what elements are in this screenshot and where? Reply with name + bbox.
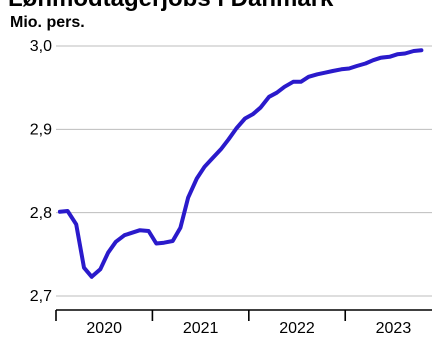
y-tick-label-1: 2,8 [30,205,52,222]
x-tick-label-2021: 2021 [183,320,219,337]
y-axis-unit-label: Mio. pers. [10,14,85,31]
y-tick-label-3: 3,0 [30,38,52,55]
x-tick-label-2022: 2022 [279,320,315,337]
gridlines [56,45,432,297]
x-axis-ticks: 2020 2021 2022 2023 [55,310,412,337]
series-lines [57,48,424,279]
series-line-0 [57,48,424,279]
x-tick-label-2023: 2023 [376,320,412,337]
y-tick-label-2: 2,9 [30,122,52,139]
chart-title: Lønmodtagerjobs i Danmark [8,0,334,12]
x-tick-label-2020: 2020 [86,320,122,337]
y-axis-tick-labels: 2,7 2,8 2,9 3,0 [30,38,52,305]
y-tick-label-0: 2,7 [30,288,52,305]
